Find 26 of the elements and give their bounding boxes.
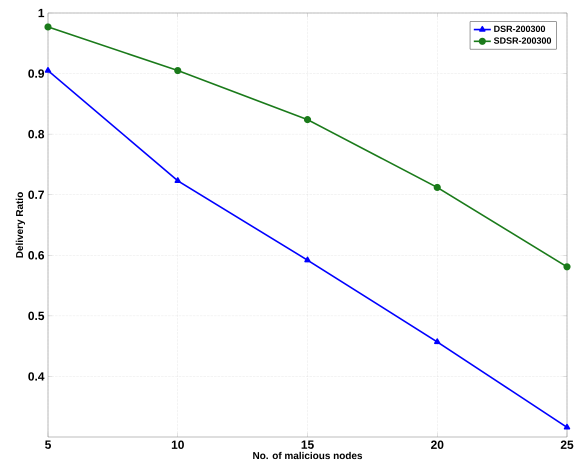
point <box>44 66 52 73</box>
point <box>44 23 52 31</box>
y-tick-label: 1 <box>38 8 44 18</box>
legend-label: SDSR-200300 <box>494 37 552 44</box>
point <box>434 184 441 192</box>
x-tick-label: 10 <box>172 440 184 449</box>
y-tick-label: 0.8 <box>28 130 44 138</box>
x-tick-label: 5 <box>45 440 51 449</box>
y-tick-label: 0.4 <box>28 372 44 381</box>
x-axis-title: No. of malicious nodes <box>253 452 362 460</box>
y-tick-label: 0.5 <box>28 312 44 320</box>
legend-label: DSR-200300 <box>494 26 546 32</box>
y-tick-label: 0.7 <box>28 190 44 199</box>
point <box>434 338 440 344</box>
x-tick-label: 20 <box>431 440 444 449</box>
x-tick-label: 15 <box>302 440 314 449</box>
y-tick-label: 0.9 <box>28 69 44 78</box>
x-tick-label: 25 <box>560 440 574 449</box>
point <box>304 256 311 262</box>
point <box>174 177 181 183</box>
point <box>564 424 570 430</box>
point <box>563 263 571 270</box>
point <box>304 116 312 124</box>
point <box>174 66 182 74</box>
y-tick-label: 0.6 <box>28 251 44 260</box>
y-axis-title: Delivery Ratio <box>16 192 26 258</box>
